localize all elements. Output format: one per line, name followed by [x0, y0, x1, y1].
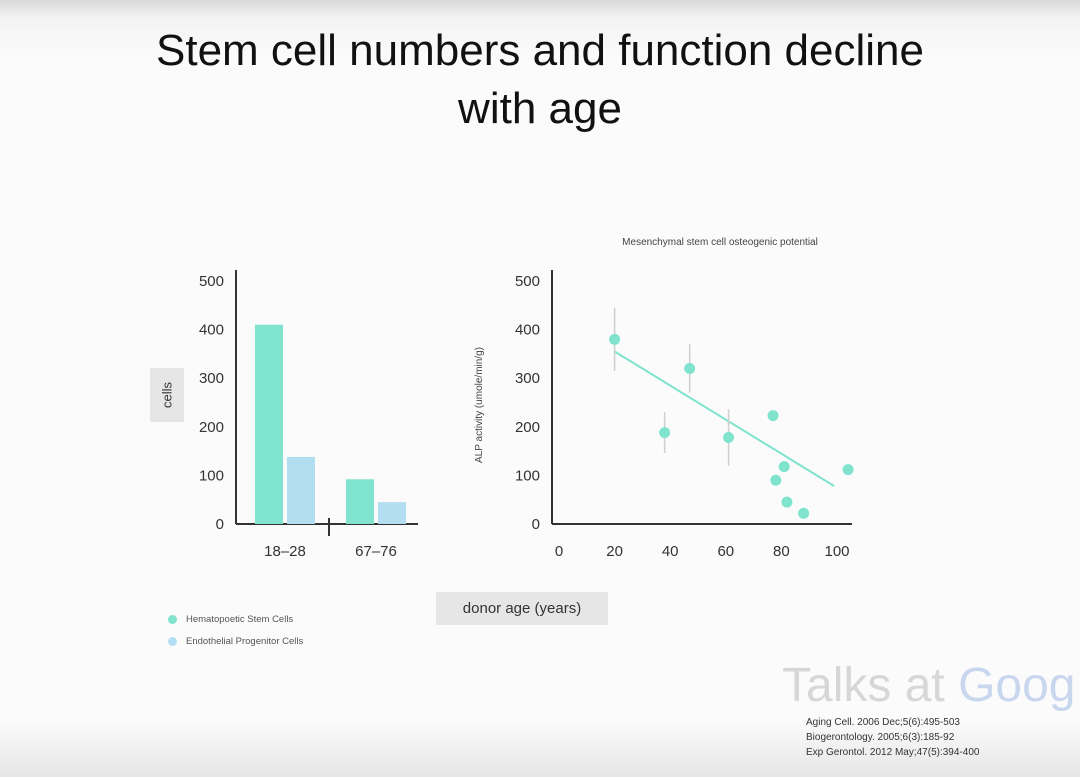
bar-epc-1 [378, 502, 406, 524]
watermark-brand: Goog [958, 659, 1076, 712]
scatter-point [659, 427, 671, 439]
watermark-prefix: Talks at [782, 659, 959, 712]
scatter-y-axis-label: ALP activity (umole/min/g) [474, 347, 485, 463]
talks-at-google-watermark: Talks at Goog [782, 658, 1075, 713]
scatter-trendline [614, 350, 835, 487]
scatter-point [767, 410, 779, 422]
legend-swatch-epc [168, 636, 177, 646]
scatter-y-tick-label: 400 [515, 322, 540, 339]
scatter-y-tick-label: 100 [515, 467, 540, 484]
scatter-point [798, 507, 810, 519]
citations: Aging Cell. 2006 Dec;5(6):495-503 Bioger… [806, 715, 979, 760]
scatter-y-tick-label: 300 [515, 370, 540, 387]
bar-x-tick-label: 67–76 [355, 543, 397, 560]
legend-label-hsc: Hematopoetic Stem Cells [186, 613, 294, 625]
citation-1: Aging Cell. 2006 Dec;5(6):495-503 [806, 717, 960, 728]
scatter-x-tick-label: 100 [824, 543, 849, 560]
scatter-point [770, 474, 782, 486]
scatter-y-tick-label: 200 [515, 419, 540, 436]
slide-title: Stem cell numbers and function decline w… [0, 22, 1080, 138]
citation-3: Exp Gerontol. 2012 May;47(5):394-400 [806, 747, 980, 758]
shared-x-axis-label: donor age (years) [436, 592, 608, 625]
legend-item-hsc: Hematopoetic Stem Cells [168, 608, 303, 630]
bar-y-tick-label: 500 [199, 273, 224, 290]
bar-y-tick-label: 400 [199, 322, 224, 339]
citation-2: Biogerontology. 2005;6(3):185-92 [806, 732, 955, 743]
bar-y-tick-label: 300 [199, 370, 224, 387]
bar-y-tick-label: 200 [199, 419, 224, 436]
bar-hsc-0 [255, 324, 283, 524]
bar-y-axis-label-box: cells [150, 368, 184, 422]
scatter-y-tick-label: 500 [515, 273, 540, 290]
title-line-2: with age [458, 84, 622, 133]
scatter-title: Mesenchymal stem cell osteogenic potenti… [622, 237, 818, 248]
legend-label-epc: Endothelial Progenitor Cells [186, 635, 304, 647]
scatter-point [781, 496, 793, 508]
scatter-point [723, 431, 735, 443]
title-line-1: Stem cell numbers and function decline [156, 26, 924, 75]
bar-epc-0 [287, 456, 315, 524]
bar-y-tick-label: 100 [199, 467, 224, 484]
bar-legend: Hematopoetic Stem Cells Endothelial Prog… [168, 608, 303, 652]
scatter-point [778, 461, 790, 473]
scatter-point [684, 362, 696, 374]
legend-item-epc: Endothelial Progenitor Cells [168, 630, 303, 652]
scatter-x-tick-label: 20 [606, 543, 623, 560]
scatter-x-tick-label: 0 [555, 543, 563, 560]
bar-hsc-1 [346, 479, 374, 524]
bar-y-axis-label: cells [159, 381, 175, 409]
bar-y-tick-label: 0 [216, 516, 224, 533]
scatter-y-tick-label: 0 [532, 516, 540, 533]
legend-swatch-hsc [168, 614, 177, 624]
scatter-point [609, 333, 621, 345]
scatter-point [842, 464, 854, 476]
scatter-x-tick-label: 40 [662, 543, 679, 560]
scatter-x-tick-label: 80 [773, 543, 790, 560]
scatter-x-tick-label: 60 [717, 543, 734, 560]
bar-x-tick-label: 18–28 [264, 543, 306, 560]
